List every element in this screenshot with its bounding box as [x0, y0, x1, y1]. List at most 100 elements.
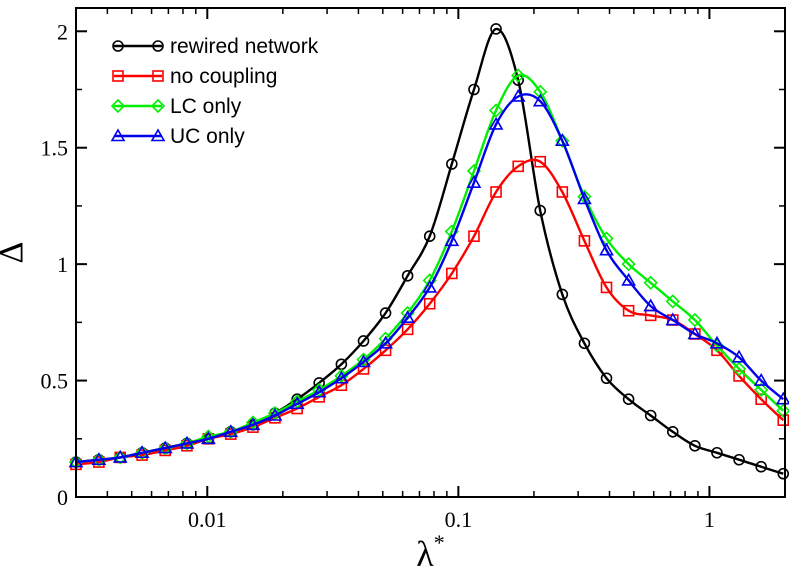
x-tick-label: 0.1: [445, 507, 473, 532]
data-point: [134, 445, 150, 460]
data-point: [290, 394, 305, 409]
data-point: [665, 294, 680, 309]
series-uc-only: [68, 88, 789, 468]
series-line: [75, 93, 785, 464]
data-point: [643, 275, 658, 290]
data-point: [468, 83, 480, 96]
legend-marker: [150, 128, 166, 142]
data-point: [577, 191, 592, 205]
data-point: [600, 281, 613, 294]
data-point: [554, 133, 570, 147]
legend-marker: [110, 98, 126, 114]
data-point: [709, 335, 725, 349]
y-axis-title: Δ: [0, 242, 30, 264]
data-point: [644, 409, 657, 422]
data-point: [422, 279, 438, 293]
data-point: [134, 445, 150, 459]
legend-label: UC only: [170, 125, 245, 148]
data-point: [201, 429, 216, 444]
data-point: [488, 116, 504, 130]
data-point: [335, 379, 348, 392]
data-point: [687, 326, 703, 340]
data-point: [777, 467, 789, 480]
data-point: [578, 337, 591, 350]
data-point: [577, 189, 592, 204]
data-point: [333, 370, 349, 384]
data-point: [534, 204, 547, 217]
data-point: [312, 382, 327, 398]
data-point: [731, 349, 747, 363]
data-point: [466, 175, 482, 188]
data-point: [666, 425, 679, 438]
data-point: [423, 230, 436, 242]
data-point: [311, 384, 327, 398]
data-point: [600, 372, 613, 385]
y-tick-label: 1.5: [41, 136, 69, 161]
series-line: [75, 158, 785, 466]
data-point: [599, 242, 614, 256]
data-point: [223, 424, 239, 438]
series-no-coupling: [70, 155, 789, 471]
plot-frame: [75, 7, 786, 498]
data-point: [555, 133, 570, 148]
data-point: [755, 393, 767, 406]
data-point: [401, 323, 414, 336]
data-point: [179, 435, 195, 449]
data-point: [112, 449, 128, 463]
data-point: [488, 103, 504, 118]
legend-marker: [110, 128, 126, 142]
data-point: [687, 312, 703, 328]
series-rewired-network: [70, 23, 789, 480]
y-tick-label: 0.5: [41, 369, 69, 394]
data-point: [267, 407, 283, 421]
data-point: [245, 415, 261, 430]
legend-marker: [112, 70, 124, 82]
data-point: [157, 440, 173, 454]
data-point: [533, 84, 548, 99]
data-point: [423, 297, 436, 310]
data-point: [113, 450, 128, 465]
y-tick-label: 1: [57, 252, 68, 277]
data-point: [511, 68, 526, 83]
data-point: [357, 363, 370, 375]
data-point: [512, 160, 524, 173]
legend-marker: [152, 40, 164, 52]
data-point: [532, 93, 548, 107]
data-point: [556, 288, 569, 301]
data-point: [446, 267, 458, 280]
data-point: [733, 453, 745, 466]
data-point: [689, 439, 701, 452]
data-point: [400, 310, 416, 324]
data-point: [91, 452, 106, 467]
data-point: [356, 354, 371, 368]
data-point: [313, 377, 325, 389]
series-layer: [68, 23, 789, 480]
data-point: [775, 391, 789, 405]
data-point: [776, 403, 789, 418]
data-point: [622, 304, 635, 317]
data-point: [622, 393, 635, 406]
data-point: [733, 370, 745, 382]
legend: rewired network no coupling LC only UC only: [110, 35, 319, 148]
y-tick-label: 2: [57, 19, 68, 44]
data-point: [753, 372, 769, 386]
axes-layer: 0 0.5 1 1.5 2 0.01 0.1 1: [41, 8, 785, 532]
data-point: [245, 417, 261, 431]
legend-entry: no coupling: [112, 65, 277, 88]
data-point: [711, 446, 723, 459]
data-point: [490, 23, 502, 35]
x-tick-label: 0.01: [188, 507, 227, 532]
data-point: [665, 312, 681, 326]
y-tick-label: 0: [57, 485, 68, 510]
data-point: [534, 155, 547, 168]
x-axis-title: λ*: [416, 530, 444, 573]
legend-marker: [112, 40, 124, 52]
legend-entry: rewired network: [112, 35, 319, 58]
data-point: [754, 382, 769, 398]
legend-label: no coupling: [170, 65, 277, 88]
data-point: [468, 230, 480, 242]
data-point: [200, 431, 216, 445]
legend-entry: LC only: [110, 95, 242, 118]
data-point: [731, 361, 747, 377]
